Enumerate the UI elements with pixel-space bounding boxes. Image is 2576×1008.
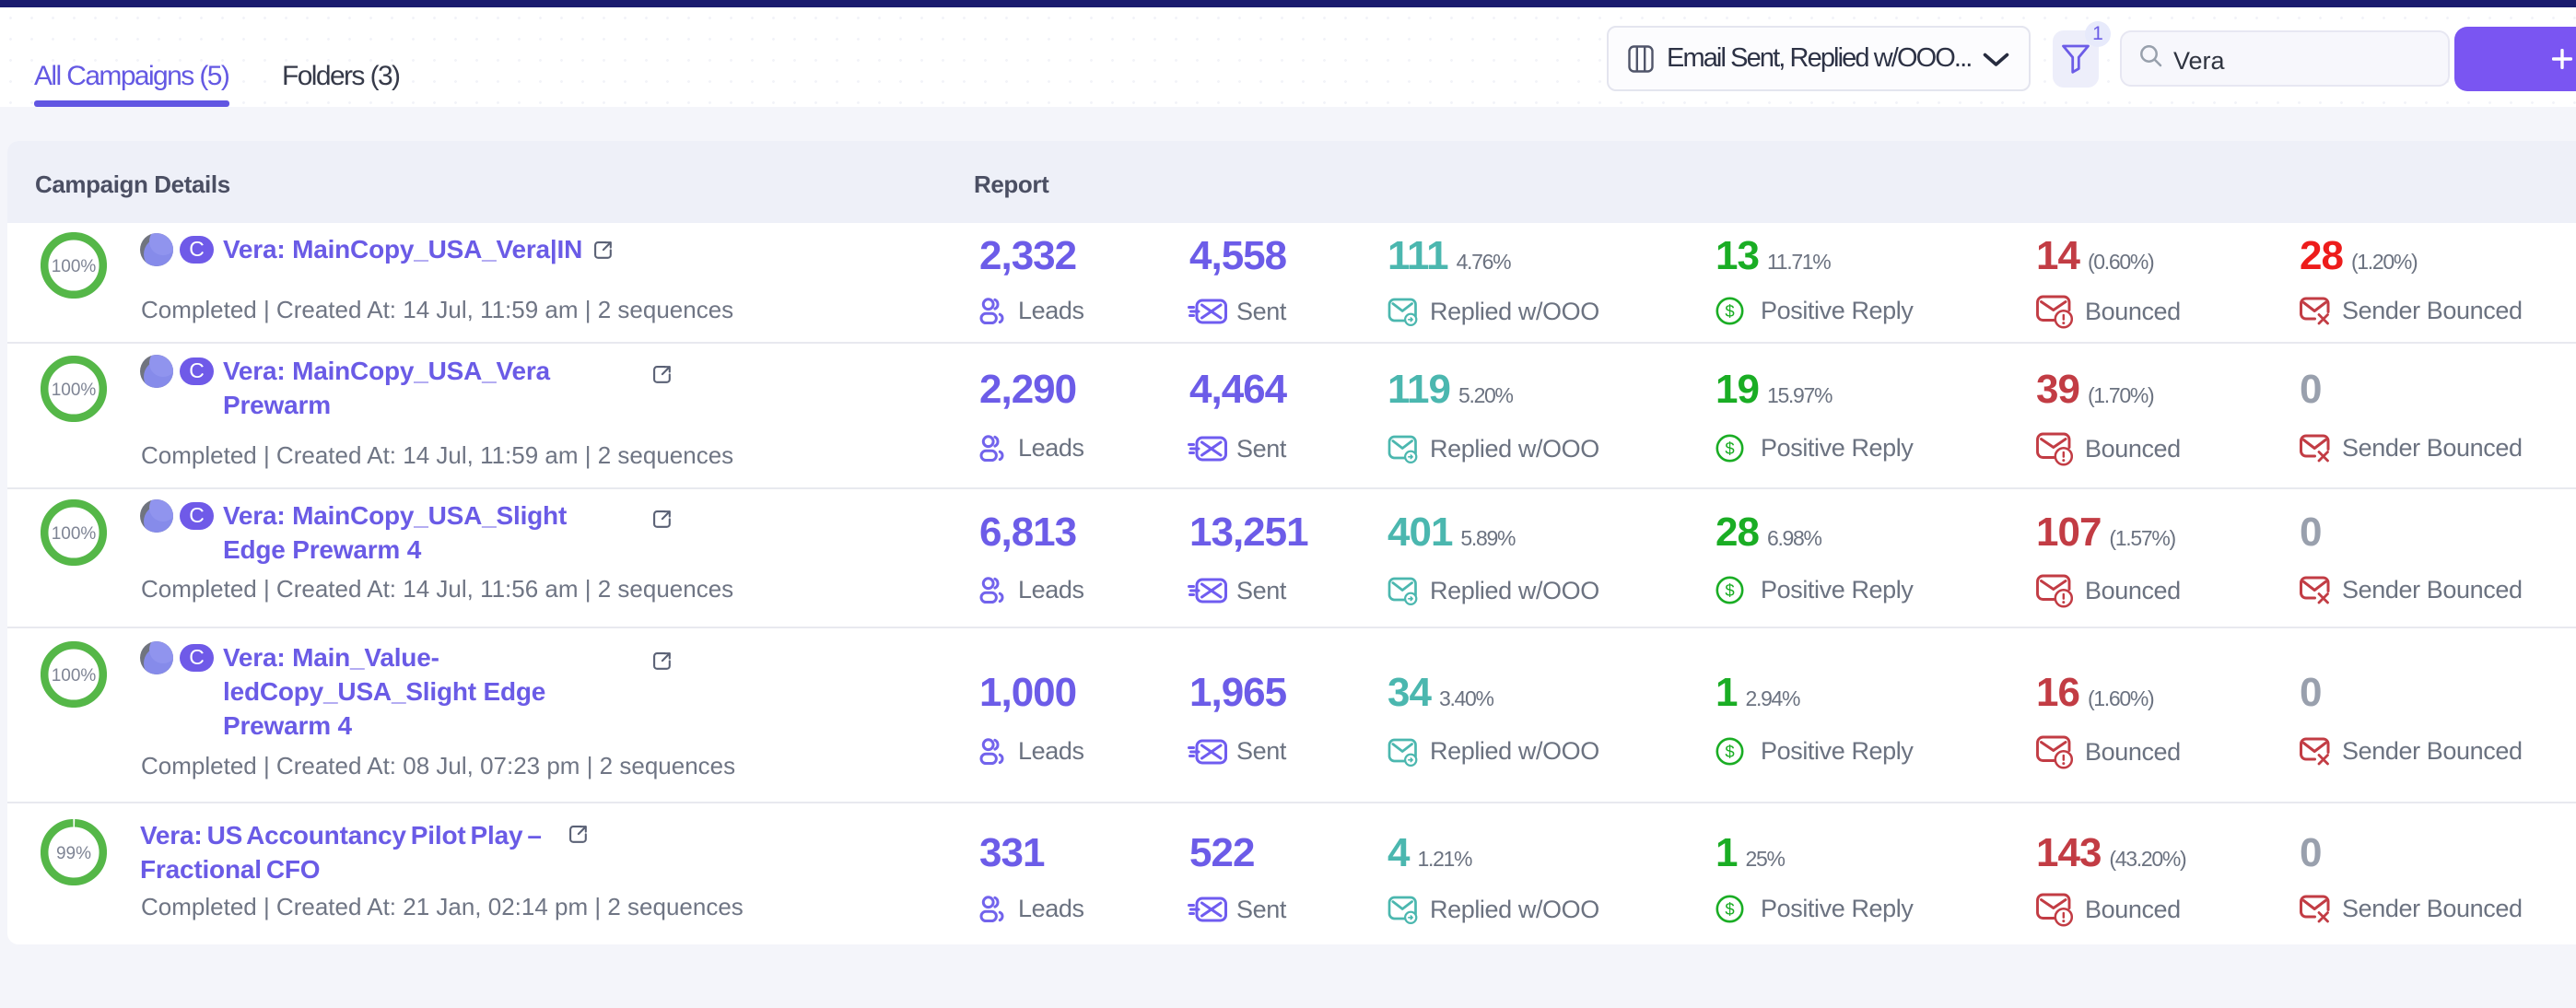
svg-text:100%: 100% [52, 524, 97, 544]
svg-text:100%: 100% [52, 257, 97, 276]
svg-text:100%: 100% [52, 381, 97, 400]
svg-text:$: $ [1725, 580, 1734, 600]
svg-text:$: $ [1725, 439, 1734, 458]
svg-text:$: $ [1725, 742, 1734, 761]
svg-text:$: $ [1725, 899, 1734, 919]
svg-text:99%: 99% [56, 844, 91, 863]
svg-text:100%: 100% [52, 666, 97, 686]
svg-text:$: $ [1725, 301, 1734, 321]
